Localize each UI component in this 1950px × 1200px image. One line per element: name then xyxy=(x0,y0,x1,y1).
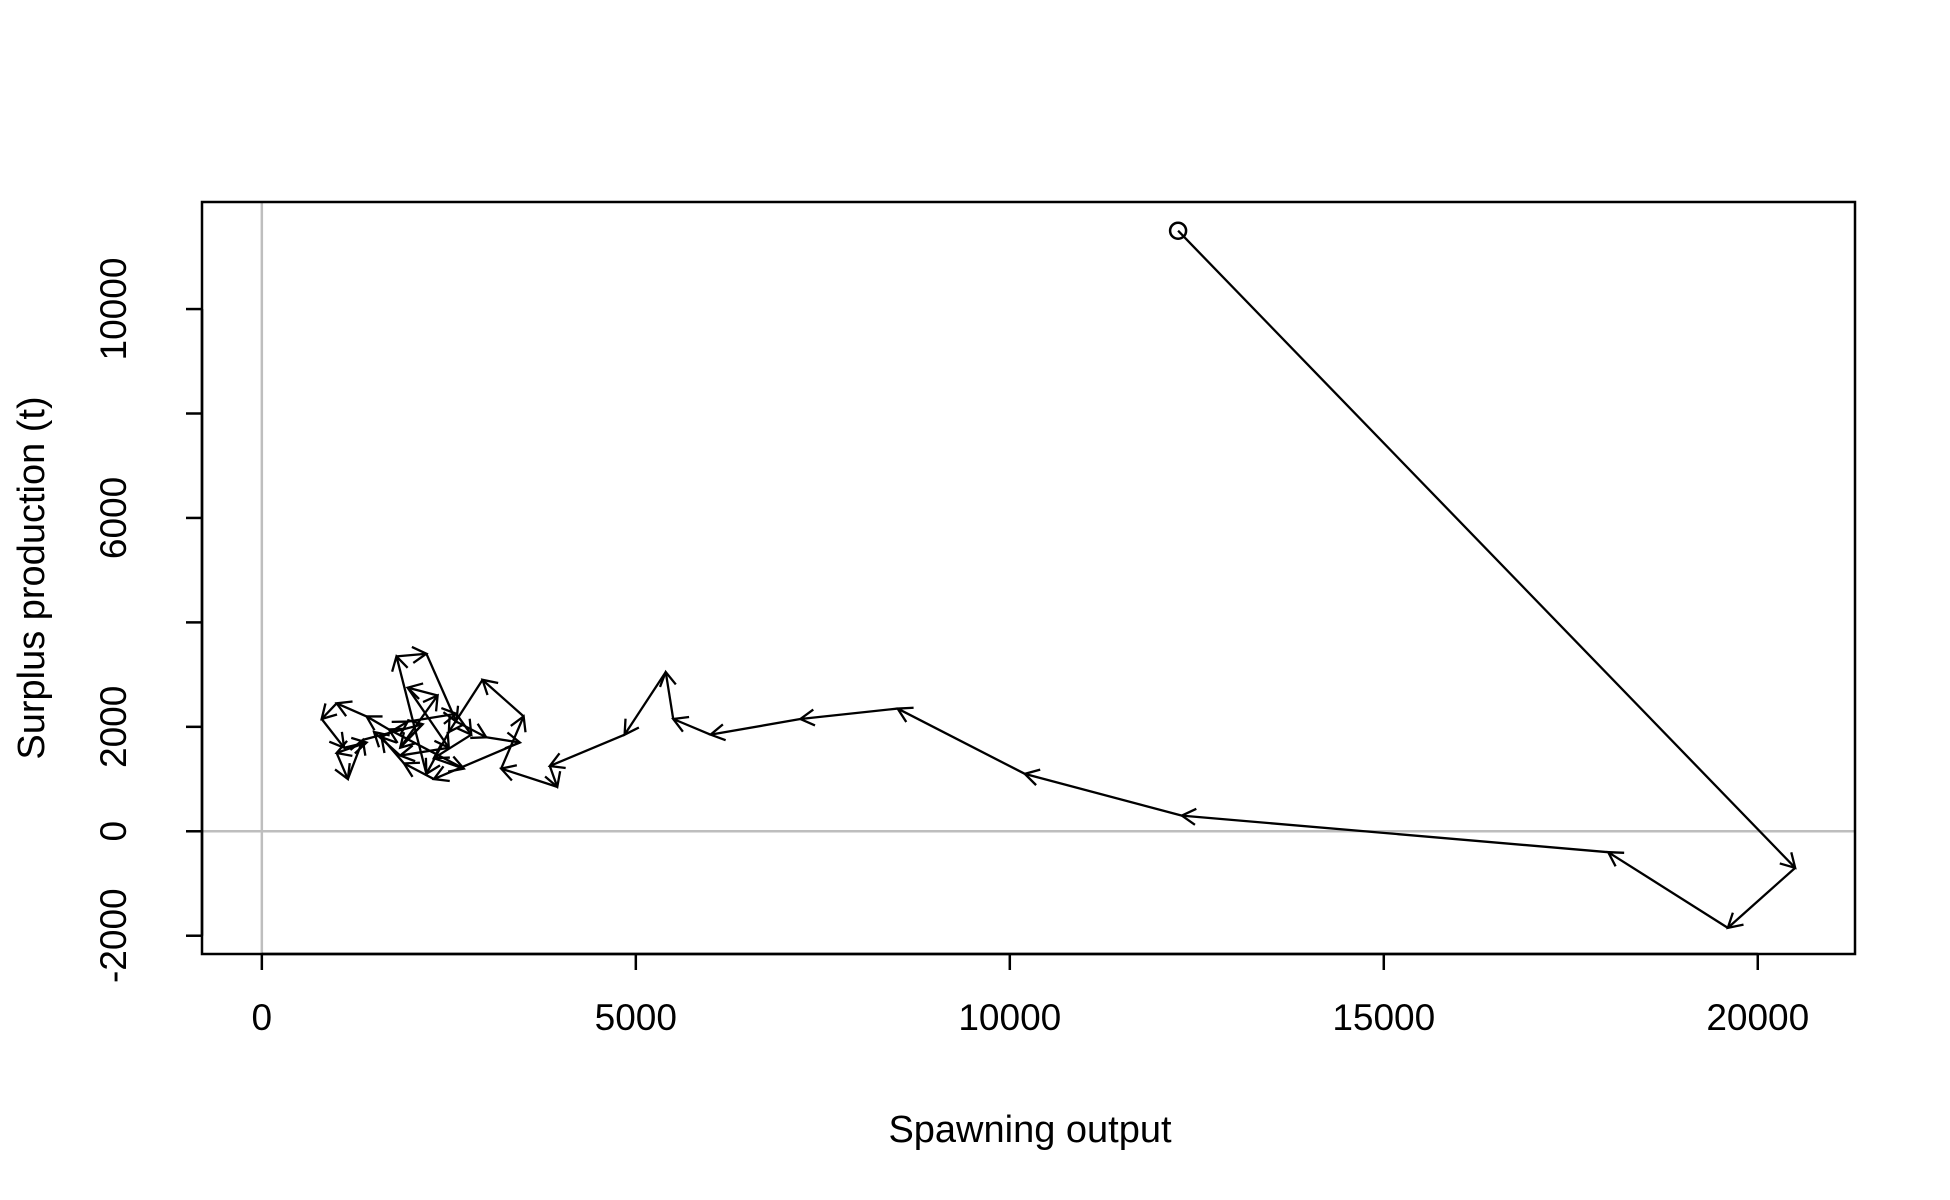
trajectory-segment xyxy=(365,715,390,731)
trajectory-segment xyxy=(396,652,427,658)
trajectory-arrowhead xyxy=(391,720,410,737)
trajectory-arrowhead xyxy=(328,731,346,750)
trajectory-series xyxy=(320,221,1797,930)
trajectory-segment xyxy=(447,679,484,733)
y-tick-label: 6000 xyxy=(93,477,134,559)
plot-frame xyxy=(200,200,1857,956)
trajectory-segment xyxy=(897,707,1026,775)
trajectory-segment xyxy=(433,733,472,760)
trajectory-arrowhead xyxy=(398,731,416,750)
trajectory-segment xyxy=(373,731,401,757)
trajectory-segment xyxy=(664,671,675,720)
trajectory-segment xyxy=(486,736,521,744)
trajectory-arrowhead xyxy=(623,718,640,737)
trajectory-segment xyxy=(335,752,349,780)
x-tick-label: 10000 xyxy=(958,997,1061,1038)
trajectory-segment xyxy=(1607,851,1729,929)
trajectory-segment xyxy=(1181,814,1609,854)
trajectory-segment xyxy=(400,746,450,757)
trajectory-arrowhead xyxy=(334,740,353,758)
trajectory-segment xyxy=(336,702,368,718)
x-axis: 0 5000 10000 15000 20000 xyxy=(252,952,1809,1038)
x-tick-label: 0 xyxy=(252,997,273,1038)
trajectory-arrowhead xyxy=(1606,850,1625,867)
trajectory-segment xyxy=(1024,772,1183,817)
trajectory-segment xyxy=(800,707,898,721)
trajectory-arrowhead xyxy=(397,744,416,763)
trajectory-segment xyxy=(710,717,801,736)
reference-lines xyxy=(202,202,1855,954)
y-tick-label: -2000 xyxy=(93,888,134,983)
trajectory-segment xyxy=(672,717,712,736)
y-tick-label: 2000 xyxy=(93,686,134,768)
y-tick-label: 0 xyxy=(93,821,134,842)
trajectory-arrowhead xyxy=(1726,912,1744,930)
y-tick-label: 10000 xyxy=(93,258,134,361)
trajectory-segment xyxy=(407,712,457,723)
trajectory-segment xyxy=(500,767,558,788)
trajectory-segment xyxy=(395,656,428,775)
trajectory-segment xyxy=(425,653,458,723)
trajectory-arrowhead xyxy=(547,752,566,770)
x-tick-label: 20000 xyxy=(1706,997,1809,1038)
trajectory-arrowhead xyxy=(422,693,439,712)
trajectory-arrowhead xyxy=(470,723,489,740)
trajectory-segment xyxy=(320,702,338,720)
y-axis: -2000 0 2000 6000 10000 xyxy=(93,258,204,983)
trajectory-segment xyxy=(623,671,667,736)
trajectory-segment xyxy=(362,723,423,742)
trajectory-segment xyxy=(403,762,435,781)
trajectory-segment xyxy=(548,765,559,788)
trajectory-segment xyxy=(1177,229,1796,869)
trajectory-arrowhead xyxy=(411,645,429,664)
trajectory-segment xyxy=(399,694,439,749)
trajectory-arrowhead xyxy=(334,763,351,782)
trajectory-segment xyxy=(549,733,626,768)
trajectory-segment xyxy=(407,686,438,697)
x-axis-title: Spawning output xyxy=(888,1109,1172,1151)
trajectory-arrowhead xyxy=(480,678,499,696)
trajectory-segment xyxy=(406,687,450,749)
trajectory-segment xyxy=(320,718,346,749)
trajectory-segment xyxy=(455,713,473,736)
trajectory-segment xyxy=(346,739,364,780)
x-tick-label: 15000 xyxy=(1332,997,1435,1038)
trajectory-segment xyxy=(1727,866,1796,929)
trajectory-arrowhead xyxy=(658,669,677,688)
x-tick-label: 5000 xyxy=(595,997,677,1038)
trajectory-segment xyxy=(481,678,525,718)
trajectory-arrowhead xyxy=(372,730,390,748)
y-axis-title: Surplus production (t) xyxy=(11,396,53,759)
trajectory-arrowhead xyxy=(320,703,338,721)
trajectory-segment xyxy=(433,741,521,781)
trajectory-segment xyxy=(388,728,465,770)
trajectory-arrowhead xyxy=(431,765,450,783)
trajectory-arrowhead xyxy=(544,770,562,790)
trajectory-arrowhead xyxy=(349,737,367,756)
